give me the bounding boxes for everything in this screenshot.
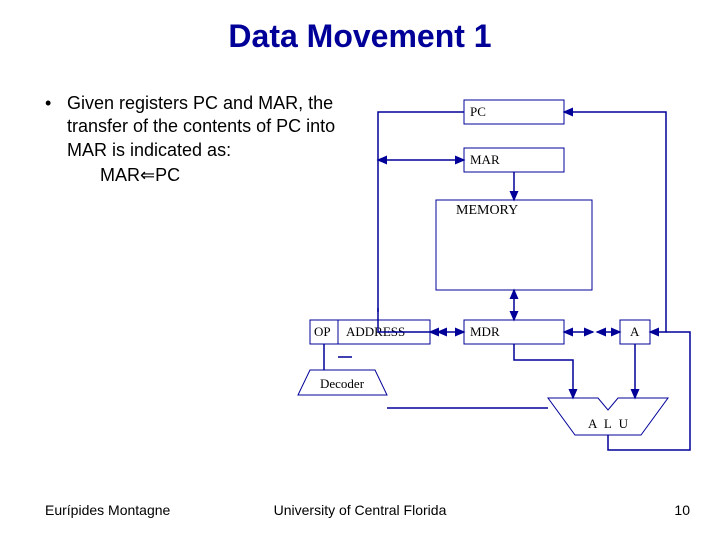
- decoder-label: Decoder: [320, 376, 365, 391]
- alu-label: A L U: [588, 416, 630, 431]
- mdr-label: MDR: [470, 324, 500, 339]
- mar-label: MAR: [470, 152, 500, 167]
- page-number: 10: [674, 502, 690, 518]
- ir-op-label: OP: [314, 324, 331, 339]
- a-label: A: [630, 324, 640, 339]
- wires: [324, 112, 690, 450]
- memory-label: MEMORY: [456, 203, 518, 218]
- pc-label: PC: [470, 104, 486, 119]
- footer-affiliation: University of Central Florida: [0, 502, 720, 518]
- diagram-svg: PC MAR MEMORY MDR A OP ADDRESS Decoder A…: [0, 0, 720, 540]
